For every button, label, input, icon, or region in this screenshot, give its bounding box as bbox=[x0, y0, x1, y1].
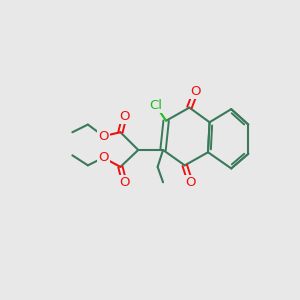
Text: Cl: Cl bbox=[149, 99, 162, 112]
Text: O: O bbox=[190, 85, 201, 98]
Text: O: O bbox=[119, 176, 130, 189]
Text: O: O bbox=[98, 151, 109, 164]
Text: O: O bbox=[98, 130, 109, 142]
Text: O: O bbox=[119, 110, 130, 123]
Text: O: O bbox=[185, 176, 195, 189]
